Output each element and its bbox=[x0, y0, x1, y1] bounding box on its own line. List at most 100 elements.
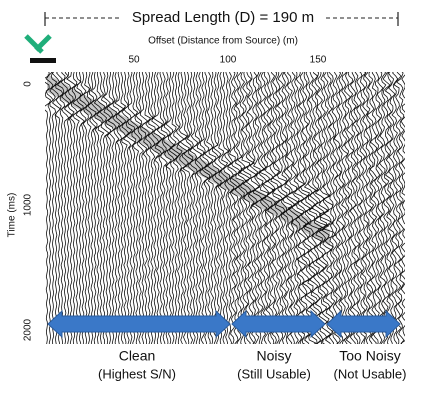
trace bbox=[50, 72, 62, 344]
seismic-traces bbox=[45, 72, 405, 344]
trace bbox=[203, 72, 214, 344]
y-axis-title: Time (ms) bbox=[7, 193, 18, 238]
trace bbox=[219, 72, 230, 344]
trace bbox=[300, 72, 311, 344]
trace bbox=[178, 72, 189, 344]
trace bbox=[107, 72, 118, 344]
trace bbox=[175, 72, 185, 344]
trace bbox=[182, 72, 194, 344]
trace bbox=[275, 72, 287, 344]
zone-arrow bbox=[47, 309, 231, 339]
zone-label: Too Noisy bbox=[339, 348, 400, 364]
trace bbox=[147, 72, 156, 344]
trace bbox=[270, 72, 282, 344]
zone-arrows bbox=[47, 309, 401, 339]
source-icon bbox=[24, 34, 56, 63]
trace bbox=[345, 72, 355, 344]
trace bbox=[191, 72, 203, 344]
trace bbox=[152, 72, 164, 344]
trace bbox=[169, 72, 179, 344]
trace bbox=[237, 72, 251, 344]
spread-dimension: Spread Length (D) = 190 m bbox=[44, 9, 399, 26]
trace bbox=[376, 72, 384, 344]
trace bbox=[211, 72, 220, 344]
trace bbox=[244, 72, 259, 344]
trace bbox=[130, 72, 139, 344]
trace bbox=[234, 72, 245, 344]
trace bbox=[333, 72, 342, 344]
trace bbox=[391, 72, 399, 344]
trace bbox=[141, 72, 151, 344]
trace bbox=[301, 72, 314, 344]
trace bbox=[112, 72, 121, 344]
trace bbox=[186, 72, 195, 344]
trace bbox=[163, 72, 173, 344]
trace bbox=[358, 72, 367, 344]
trace bbox=[96, 72, 105, 344]
arrival-band bbox=[47, 74, 330, 246]
y-tick-label: 0 bbox=[23, 81, 34, 87]
trace bbox=[75, 72, 86, 344]
trace bbox=[156, 72, 166, 344]
trace bbox=[79, 72, 88, 344]
icon-head bbox=[34, 34, 52, 52]
trace bbox=[361, 72, 369, 344]
trace bbox=[236, 72, 247, 344]
zone-label: Clean bbox=[119, 348, 156, 364]
trace bbox=[246, 72, 261, 344]
trace bbox=[291, 72, 303, 344]
zone-sublabel: (Highest S/N) bbox=[98, 366, 176, 381]
trace bbox=[145, 72, 154, 344]
trace bbox=[295, 72, 309, 344]
trace bbox=[72, 72, 83, 344]
y-tick-label: 1000 bbox=[23, 193, 34, 216]
icon-base bbox=[30, 58, 56, 63]
trace bbox=[366, 72, 375, 344]
trace bbox=[266, 72, 277, 344]
trace bbox=[253, 72, 267, 344]
trace bbox=[339, 72, 349, 344]
trace bbox=[271, 72, 284, 344]
trace bbox=[45, 72, 54, 344]
trace bbox=[135, 72, 145, 344]
trace bbox=[286, 72, 301, 344]
trace bbox=[388, 72, 396, 344]
trace bbox=[200, 72, 211, 344]
trace bbox=[223, 72, 232, 344]
trace bbox=[395, 72, 405, 344]
trace bbox=[122, 72, 133, 344]
x-tick-label: 100 bbox=[220, 55, 237, 66]
trace bbox=[85, 72, 93, 344]
trace bbox=[102, 72, 112, 344]
trace bbox=[226, 72, 235, 344]
zone-sublabel: (Not Usable) bbox=[334, 366, 407, 381]
trace bbox=[230, 72, 242, 344]
trace bbox=[217, 72, 227, 344]
trace bbox=[280, 72, 288, 344]
trace bbox=[60, 72, 70, 344]
trace bbox=[49, 72, 58, 344]
trace bbox=[105, 72, 114, 344]
trace bbox=[368, 72, 378, 344]
trace bbox=[318, 72, 335, 344]
trace bbox=[328, 72, 336, 344]
trace bbox=[240, 72, 256, 344]
trace bbox=[160, 72, 169, 344]
trace bbox=[382, 72, 391, 344]
trace bbox=[226, 72, 239, 344]
trace bbox=[336, 72, 345, 344]
trace bbox=[170, 72, 181, 344]
trace bbox=[121, 72, 130, 344]
trace bbox=[318, 72, 331, 344]
trace bbox=[179, 72, 190, 344]
trace bbox=[355, 72, 363, 344]
x-axis-title: Offset (Distance from Source) (m) bbox=[148, 36, 298, 47]
trace bbox=[56, 72, 66, 344]
trace bbox=[393, 72, 403, 344]
trace bbox=[45, 72, 52, 344]
trace bbox=[282, 72, 292, 344]
trace bbox=[114, 72, 125, 344]
trace bbox=[250, 72, 263, 344]
trace bbox=[118, 72, 127, 344]
